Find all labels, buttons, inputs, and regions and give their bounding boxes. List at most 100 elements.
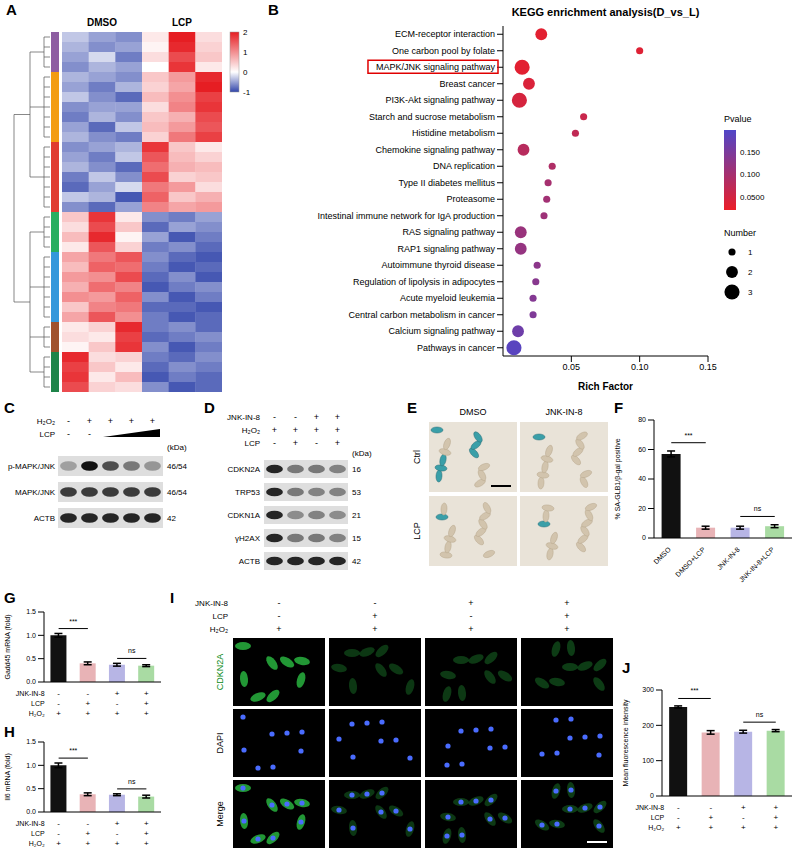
svg-text:TRP53: TRP53: [235, 488, 260, 497]
svg-text:16: 16: [352, 465, 361, 474]
svg-text:H₂O₂: H₂O₂: [242, 426, 260, 435]
svg-text:0.5: 0.5: [26, 785, 36, 792]
svg-text:(kDa): (kDa): [167, 443, 187, 452]
svg-text:-: -: [315, 438, 318, 448]
svg-text:Pathways in cancer: Pathways in cancer: [417, 343, 495, 353]
svg-text:JNK-IN-8: JNK-IN-8: [16, 690, 45, 697]
svg-text:LCP: LCP: [31, 830, 45, 837]
svg-text:ns: ns: [754, 505, 762, 512]
svg-text:Gadd45 mRNA (fold): Gadd45 mRNA (fold): [4, 615, 12, 680]
svg-text:1.0: 1.0: [26, 632, 36, 639]
svg-text:+: +: [468, 598, 473, 608]
svg-text:-: -: [677, 803, 680, 812]
svg-text:0: 0: [642, 534, 646, 541]
svg-text:+: +: [150, 416, 155, 426]
svg-text:***: ***: [690, 687, 698, 694]
svg-text:+: +: [708, 813, 713, 822]
svg-text:-: -: [67, 429, 70, 439]
svg-text:+: +: [56, 839, 61, 848]
svg-text:LCP: LCP: [39, 430, 55, 439]
svg-text:Chemokine signaling pathway: Chemokine signaling pathway: [375, 145, 495, 155]
svg-text:-: -: [57, 689, 60, 698]
svg-text:3: 3: [748, 288, 753, 297]
svg-text:2: 2: [243, 28, 248, 37]
svg-text:+: +: [115, 709, 120, 718]
svg-text:-: -: [67, 416, 70, 426]
svg-text:2: 2: [748, 268, 753, 277]
svg-text:+: +: [144, 819, 149, 828]
svg-text:+: +: [773, 823, 778, 832]
svg-text:0.10: 0.10: [631, 362, 649, 372]
svg-text:0.15: 0.15: [699, 362, 717, 372]
svg-text:+: +: [564, 624, 569, 634]
svg-text:53: 53: [352, 488, 361, 497]
svg-text:+: +: [708, 823, 713, 832]
svg-text:LCP: LCP: [651, 814, 665, 821]
svg-text:+: +: [741, 823, 746, 832]
svg-text:ns: ns: [756, 711, 764, 718]
svg-text:Rich Factor: Rich Factor: [578, 381, 633, 392]
svg-text:DAPI: DAPI: [215, 732, 225, 753]
svg-text:LCP: LCP: [31, 700, 45, 707]
svg-text:***: ***: [69, 618, 77, 625]
svg-text:-: -: [294, 412, 297, 422]
svg-text:-: -: [709, 803, 712, 812]
svg-text:RAP1 signaling pathway: RAP1 signaling pathway: [397, 244, 495, 254]
svg-text:42: 42: [167, 514, 176, 523]
svg-text:+: +: [564, 598, 569, 608]
svg-text:0.05: 0.05: [563, 362, 581, 372]
svg-text:-: -: [742, 813, 745, 822]
svg-text:Calcium signaling pathway: Calcium signaling pathway: [388, 326, 495, 336]
svg-text:ns: ns: [128, 778, 136, 785]
svg-text:-: -: [278, 598, 281, 608]
svg-text:Ctrl: Ctrl: [412, 450, 422, 464]
svg-text:+: +: [144, 689, 149, 698]
svg-text:ECM-receptor interaction: ECM-receptor interaction: [395, 29, 495, 39]
svg-text:+: +: [272, 425, 277, 435]
svg-text:DMSO: DMSO: [460, 407, 487, 417]
svg-text:+: +: [773, 803, 778, 812]
svg-text:+: +: [741, 803, 746, 812]
svg-text:CDKN2A: CDKN2A: [228, 465, 261, 474]
svg-text:Central carbon metabolism in c: Central carbon metabolism in cancer: [348, 310, 495, 320]
svg-text:0.0: 0.0: [26, 678, 36, 685]
svg-text:Histidine metabolism: Histidine metabolism: [412, 128, 495, 138]
svg-text:+: +: [129, 416, 134, 426]
svg-text:Merge: Merge: [215, 801, 225, 827]
svg-text:1.0: 1.0: [26, 762, 36, 769]
svg-text:-: -: [374, 598, 377, 608]
svg-text:100: 100: [642, 757, 654, 764]
svg-text:-: -: [677, 813, 680, 822]
svg-text:LCP: LCP: [244, 439, 260, 448]
svg-text:0.150: 0.150: [740, 148, 761, 157]
svg-text:+: +: [86, 709, 91, 718]
svg-text:***: ***: [684, 432, 692, 439]
svg-text:Type II diabetes mellitus: Type II diabetes mellitus: [398, 178, 495, 188]
svg-text:ns: ns: [128, 647, 136, 654]
svg-text:+: +: [564, 611, 569, 621]
svg-text:-: -: [273, 412, 276, 422]
svg-text:60: 60: [638, 446, 646, 453]
svg-text:+: +: [293, 425, 298, 435]
svg-text:+: +: [87, 416, 92, 426]
svg-text:H₂O₂: H₂O₂: [210, 625, 228, 634]
svg-text:ACTB: ACTB: [239, 557, 260, 566]
svg-text:+: +: [144, 829, 149, 838]
svg-text:γH2AX: γH2AX: [235, 534, 261, 543]
svg-text:+: +: [372, 611, 377, 621]
svg-text:-: -: [57, 699, 60, 708]
svg-text:-: -: [116, 699, 119, 708]
svg-text:+: +: [773, 813, 778, 822]
svg-text:1.5: 1.5: [26, 738, 36, 745]
svg-text:DMSO: DMSO: [652, 545, 672, 565]
svg-text:MAPK/JNK signaling pathway: MAPK/JNK signaling pathway: [376, 62, 496, 72]
svg-text:Il6 mRNA (fold): Il6 mRNA (fold): [4, 753, 12, 800]
svg-text:0.0: 0.0: [26, 808, 36, 815]
svg-text:+: +: [335, 425, 340, 435]
svg-text:+: +: [468, 624, 473, 634]
svg-text:+: +: [335, 438, 340, 448]
svg-text:JNK-IN-8+LCP: JNK-IN-8+LCP: [738, 546, 776, 584]
svg-text:RAS signaling pathway: RAS signaling pathway: [402, 227, 495, 237]
svg-text:20: 20: [638, 505, 646, 512]
svg-text:JNK-IN-8: JNK-IN-8: [545, 407, 582, 417]
